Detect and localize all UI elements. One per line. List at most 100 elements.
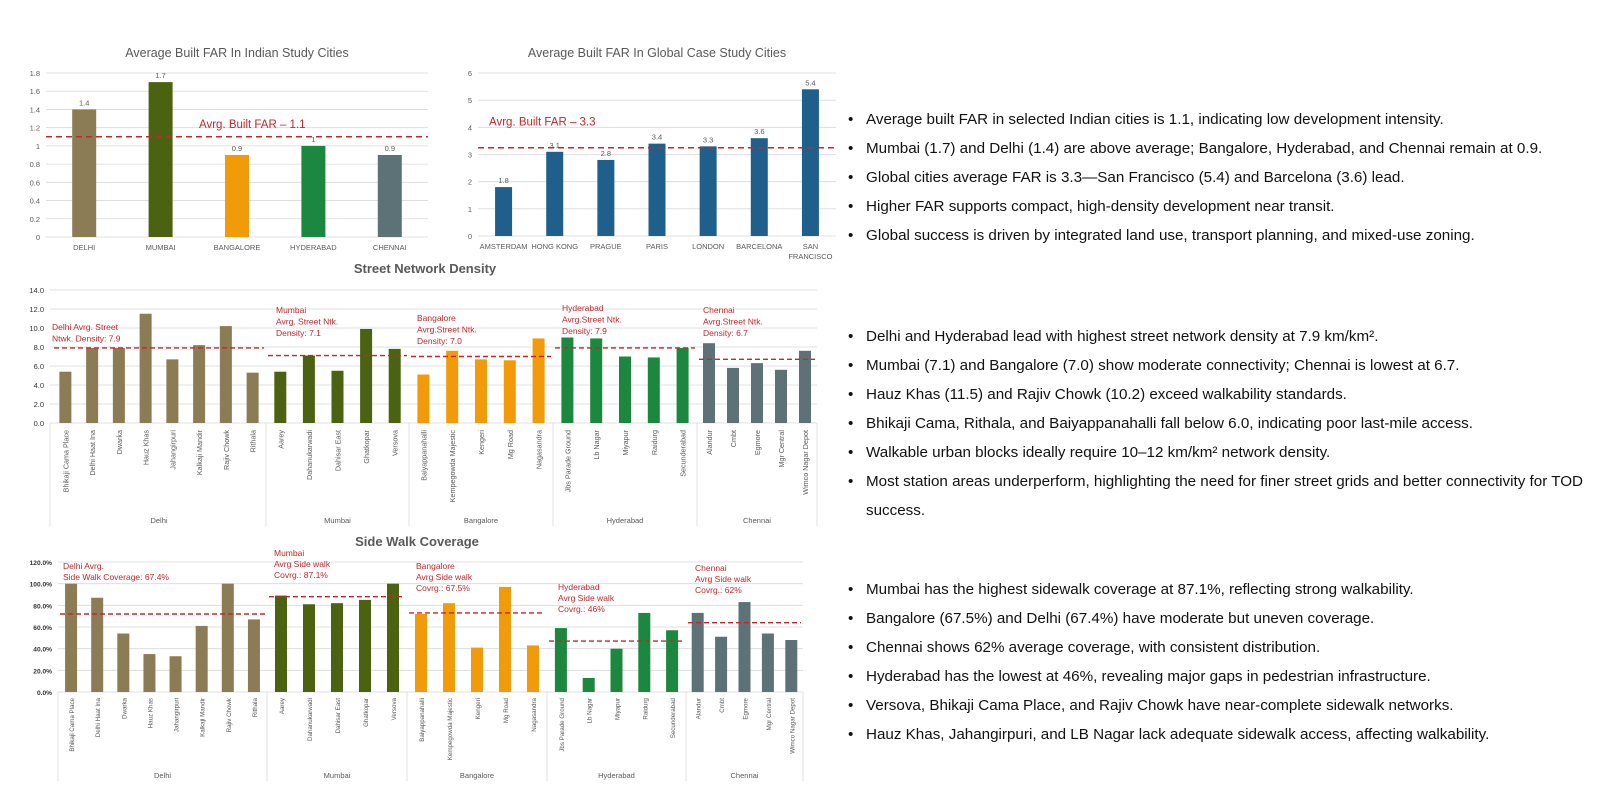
data-label: 1.7 [155,71,165,80]
x-tick-label: Versova [391,430,400,456]
average-label: Delhi Avrg. Street [52,322,119,332]
bar [785,640,798,692]
x-tick-label: Egmore [743,697,750,719]
bar [274,371,287,423]
x-tick-label: Bhikaji Cama Place [61,430,70,492]
bar [751,363,763,423]
bar [666,630,679,692]
bullet-dot-icon: • [848,140,854,157]
bar [590,338,603,423]
y-tick-label: 0 [468,232,472,241]
y-tick-label: 2 [468,178,472,187]
average-label: Covrg.: 67.5% [416,583,470,593]
bar [446,350,459,423]
group-label: Delhi [154,771,171,780]
bar [72,109,97,237]
bullet-dot-icon: • [848,473,854,490]
far-insights-list: • Average built FAR in selected Indian ci… [848,105,1593,250]
insight-text: Hauz Khas, Jahangirpuri, and LB Nagar la… [866,726,1490,743]
bar [86,347,99,423]
bar [388,348,401,423]
average-label: Hyderabad [558,582,600,592]
bar [195,625,208,692]
bar [148,82,173,237]
bar [331,370,344,423]
bar [360,328,373,423]
x-tick-label: Kengeri [477,430,486,455]
y-tick-label: 5 [468,96,472,105]
bar [546,151,564,236]
x-tick-label: Lb Nagar [592,429,601,459]
average-label: Ntwk. Density: 7.9 [52,334,121,344]
average-label: Avrg Side walk [274,559,331,569]
bar [799,350,811,423]
x-tick-label: Dwarka [121,697,128,719]
average-label: Chennai [695,563,727,573]
x-tick-label: BANGALORE [214,243,261,252]
x-tick-label: PARIS [646,242,668,251]
x-tick-label: HONG KONG [531,242,578,251]
insight-text: Mumbai has the highest sidewalk coverage… [866,581,1414,598]
average-label: Covrg.: 46% [558,604,605,614]
x-tick-label: Mgr Central [766,698,773,730]
x-tick-label: Baiyappanahalli [419,698,426,742]
x-tick-label: Bhikaji Cama Place [69,697,76,751]
average-label: Density: 6.7 [703,328,748,338]
x-tick-label: Ghatkopar [362,429,371,463]
y-tick-label: 0.2 [30,215,40,224]
insight-text: Global cities average FAR is 3.3—San Fra… [866,169,1405,186]
group-label: Bangalore [460,771,494,780]
bar [247,619,260,692]
y-tick-label: 0.6 [30,178,40,187]
data-label: 1 [311,135,315,144]
y-tick-label: 10.0 [29,324,44,333]
bar [112,347,125,423]
x-tick-label: Hauz Khas [147,698,154,728]
bar [703,343,715,423]
sidewalk-insights-list: • Mumbai has the highest sidewalk coverag… [848,575,1593,749]
average-label: Avrg.Street Ntk. [562,315,622,325]
bar [169,656,182,692]
bar [727,367,739,423]
average-label: Avrg Side walk [695,574,752,584]
bullet-dot-icon: • [848,581,854,598]
insight-bullet: • Bangalore (67.5%) and Delhi (67.4%) hav… [848,604,1593,633]
bar [91,597,104,692]
bar [801,89,819,236]
insight-text: Most station areas underperform, highlig… [866,473,1584,519]
x-tick-label: Kalkaji Mandir [200,698,207,737]
group-label: Delhi [150,516,167,525]
average-label: Avrg Side walk [416,572,473,582]
bullet-dot-icon: • [848,726,854,743]
bar [166,359,179,423]
x-tick-label: Egmore [753,430,762,455]
bar [676,347,689,423]
bar [246,372,259,423]
x-tick-label: Aarey [279,697,286,714]
insight-bullet: • Global cities average FAR is 3.3—San Fr… [848,163,1593,192]
insight-bullet: • Average built FAR in selected Indian ci… [848,105,1593,134]
x-tick-label: Kengeri [475,698,482,719]
insight-text: Hyderabad has the lowest at 46%, reveali… [866,668,1431,685]
insight-bullet: • Mumbai (7.1) and Bangalore (7.0) show m… [848,351,1593,380]
y-tick-label: 6 [468,69,472,78]
x-tick-label: Dahanukarwadi [307,698,314,741]
insight-text: Mumbai (7.1) and Bangalore (7.0) show mo… [866,357,1460,374]
insight-text: Chennai shows 62% average coverage, with… [866,639,1321,656]
y-tick-label: 1.8 [30,69,40,78]
x-tick-label: Delhi Haat Ina [88,430,97,476]
y-tick-label: 40.0% [33,647,52,654]
x-tick-label: Wimco Nagar Depot [789,698,796,754]
chart-title: Average Built FAR In Indian Study Cities [125,46,349,60]
y-tick-label: 80.0% [33,603,52,610]
group-label: Mumbai [324,516,351,525]
bar [387,583,399,692]
group-label: Chennai [731,771,759,780]
average-label: Avrg. Built FAR – 3.3 [489,117,596,129]
x-tick-label: Raidurg [642,697,649,719]
charts-canvas: Average Built FAR In Indian Study Cities… [29,46,836,781]
insight-bullet: • Chennai shows 62% average coverage, wit… [848,633,1593,662]
bullet-dot-icon: • [848,357,854,374]
bullet-dot-icon: • [848,444,854,461]
bar [143,654,156,692]
